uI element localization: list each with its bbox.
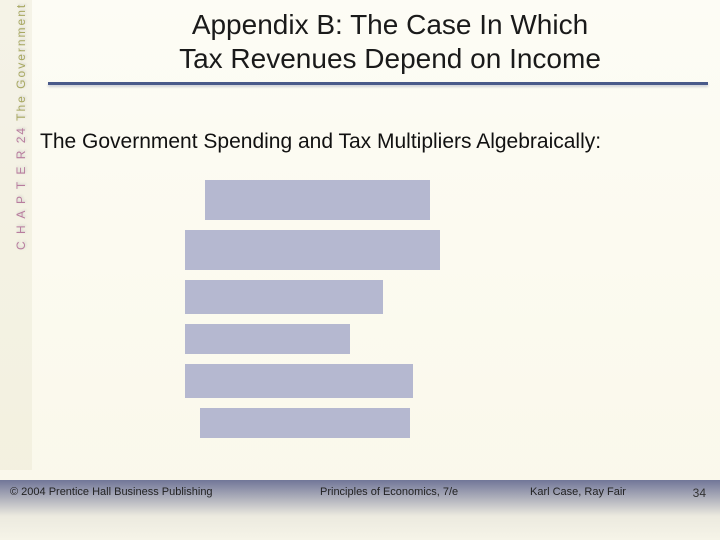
chapter-title-text: The Government and Fiscal Policy: [14, 0, 28, 121]
slide-title: Appendix B: The Case In Which Tax Revenu…: [80, 8, 700, 75]
footer-authors: Karl Case, Ray Fair: [530, 486, 626, 498]
title-underline: [48, 82, 708, 85]
subheading: The Government Spending and Tax Multipli…: [40, 130, 601, 154]
equation-area: [185, 180, 440, 448]
title-line-1: Appendix B: The Case In Which: [80, 8, 700, 42]
footer-book-title: Principles of Economics, 7/e: [320, 486, 458, 498]
equation-placeholder: [185, 324, 350, 354]
footer-copyright: © 2004 Prentice Hall Business Publishing: [10, 486, 213, 498]
equation-placeholder: [185, 280, 383, 314]
chapter-prefix: C H A P T E R 24: [14, 121, 28, 250]
page-number: 34: [693, 486, 706, 500]
chapter-label: C H A P T E R 24 The Government and Fisc…: [14, 0, 28, 250]
equation-placeholder: [185, 364, 413, 398]
equation-placeholder: [200, 408, 410, 438]
footer: © 2004 Prentice Hall Business Publishing…: [0, 480, 720, 540]
equation-placeholder: [185, 230, 440, 270]
equation-placeholder: [205, 180, 430, 220]
title-line-2: Tax Revenues Depend on Income: [80, 42, 700, 76]
